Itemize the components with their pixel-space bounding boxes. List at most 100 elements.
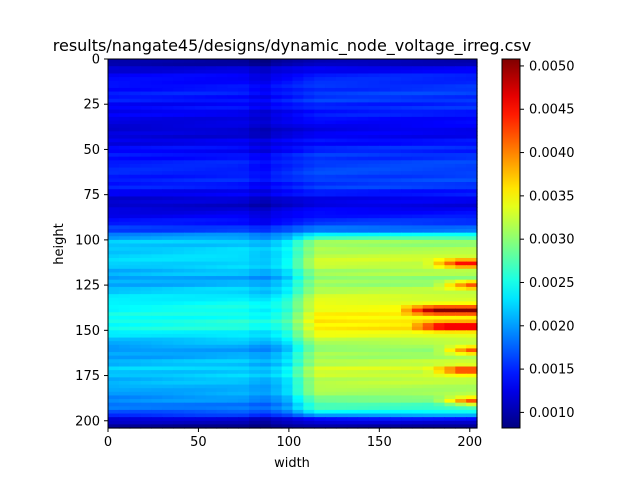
heatmap-cell [118, 362, 131, 368]
heatmap-cell [151, 359, 163, 364]
heatmap-cell [368, 221, 380, 227]
heatmap-cell [108, 261, 120, 266]
heatmap-cell [411, 91, 424, 96]
heatmap-cell [140, 286, 153, 292]
heatmap-cell [205, 272, 218, 277]
heatmap-cell [357, 116, 370, 122]
heatmap-cell [216, 203, 228, 208]
heatmap-cell [281, 391, 294, 397]
heatmap-cell [205, 265, 218, 270]
heatmap-cell [357, 420, 370, 425]
heatmap-cell [466, 142, 478, 147]
heatmap-cell [259, 290, 272, 295]
heatmap-cell [205, 402, 218, 407]
heatmap-cell [422, 391, 435, 397]
heatmap-cell [455, 225, 467, 230]
heatmap-cell [292, 359, 304, 364]
colorbar-tick-label: 0.0015 [529, 363, 575, 378]
heatmap-cell [357, 297, 370, 302]
heatmap-cell [455, 279, 467, 284]
heatmap-cell [194, 66, 207, 71]
heatmap-cell [238, 366, 250, 371]
x-axis-label: width [274, 456, 310, 471]
heatmap-cell [379, 362, 391, 368]
heatmap-cell [249, 294, 261, 299]
heatmap-cell [227, 305, 239, 310]
heatmap-cell [238, 268, 250, 274]
heatmap-cell [183, 102, 196, 107]
heatmap-cell [162, 323, 174, 328]
heatmap-cell [401, 84, 413, 89]
heatmap-cell [401, 174, 413, 179]
heatmap-cell [346, 413, 359, 418]
heatmap-cell [173, 62, 185, 67]
heatmap-cell [216, 145, 228, 151]
heatmap-cell [346, 388, 359, 393]
heatmap-cell [259, 254, 272, 259]
heatmap-cell [216, 59, 228, 64]
heatmap-cell [162, 236, 174, 241]
heatmap-cell [249, 210, 261, 216]
heatmap-cell [422, 239, 435, 245]
heatmap-cell [118, 156, 131, 161]
heatmap-cell [194, 359, 207, 364]
heatmap-cell [173, 171, 185, 176]
heatmap-cell [108, 301, 120, 306]
heatmap-cell [118, 153, 131, 158]
heatmap-cell [227, 337, 239, 342]
heatmap-cell [118, 131, 131, 136]
heatmap-cell [466, 73, 478, 78]
heatmap-cell [303, 344, 315, 350]
heatmap-cell [335, 301, 348, 306]
heatmap-cell [303, 127, 315, 132]
heatmap-cell [368, 69, 380, 75]
heatmap-cell [466, 413, 478, 418]
heatmap-cell [379, 406, 391, 411]
heatmap-cell [227, 395, 239, 400]
heatmap-cell [227, 373, 239, 378]
heatmap-cell [194, 124, 207, 129]
heatmap-cell [346, 214, 359, 219]
heatmap-cell [129, 265, 142, 270]
heatmap-cell [140, 229, 153, 234]
heatmap-cell [303, 73, 315, 78]
heatmap-cell [401, 247, 413, 252]
heatmap-cell [390, 95, 402, 100]
heatmap-cell [303, 84, 315, 89]
heatmap-cell [303, 319, 315, 324]
heatmap-cell [194, 305, 207, 310]
heatmap-cell [335, 163, 348, 169]
heatmap-cell [249, 272, 261, 277]
heatmap-cell [162, 221, 174, 227]
heatmap-cell [183, 348, 196, 353]
heatmap-cell [140, 337, 153, 342]
heatmap-cell [390, 232, 402, 237]
heatmap-cell [303, 59, 315, 64]
heatmap-cell [466, 182, 478, 187]
heatmap-cell [238, 156, 250, 161]
heatmap-cell [466, 66, 478, 71]
heatmap-cell [433, 178, 446, 183]
heatmap-cell [422, 286, 435, 292]
heatmap-cell [357, 294, 370, 299]
heatmap-cell [433, 77, 446, 82]
heatmap-cell [455, 380, 467, 386]
heatmap-cell [205, 380, 218, 386]
heatmap-cell [292, 214, 304, 219]
heatmap-cell [173, 247, 185, 252]
heatmap-cell [194, 203, 207, 208]
heatmap-cell [205, 138, 218, 143]
heatmap-cell [238, 337, 250, 342]
heatmap-cell [194, 391, 207, 397]
heatmap-cell [151, 384, 163, 389]
heatmap-cell [368, 102, 380, 107]
heatmap-cell [216, 131, 228, 136]
heatmap-cell [270, 409, 283, 415]
heatmap-cell [194, 373, 207, 378]
heatmap-cell [259, 221, 272, 227]
heatmap-cell [411, 373, 424, 378]
heatmap-cell [401, 167, 413, 172]
heatmap-cell [216, 348, 228, 353]
heatmap-cell [314, 326, 326, 331]
heatmap-cell [216, 301, 228, 306]
